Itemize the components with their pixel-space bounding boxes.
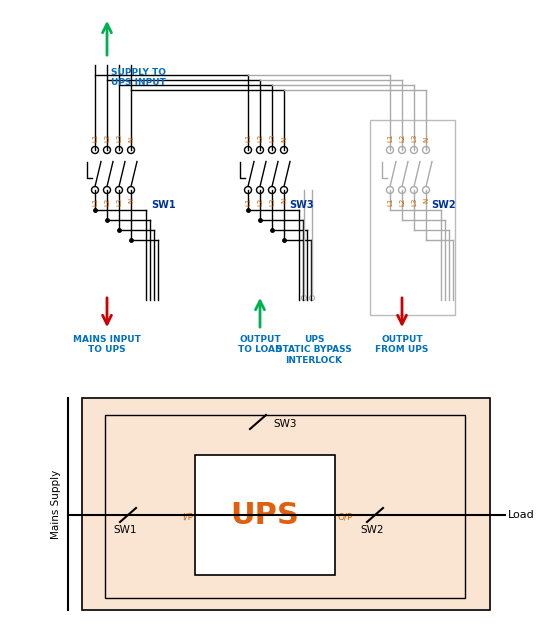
Bar — [105, 415, 465, 598]
Text: L3: L3 — [116, 198, 122, 207]
Text: L3: L3 — [269, 198, 275, 207]
Text: OUTPUT
FROM UPS: OUTPUT FROM UPS — [375, 335, 429, 355]
Text: OUTPUT
TO LOAD: OUTPUT TO LOAD — [238, 335, 282, 355]
Text: L3: L3 — [269, 133, 275, 142]
Bar — [195, 455, 335, 575]
Text: SW3: SW3 — [273, 419, 296, 429]
Text: L1: L1 — [245, 198, 251, 207]
Text: SW2: SW2 — [360, 525, 384, 535]
Text: L1: L1 — [387, 133, 393, 142]
Text: L2: L2 — [257, 134, 263, 142]
Text: Mains Supply: Mains Supply — [51, 470, 61, 538]
Text: L3: L3 — [411, 133, 417, 142]
Text: N: N — [423, 198, 429, 204]
Text: L1: L1 — [387, 198, 393, 207]
Text: L2: L2 — [257, 198, 263, 206]
Text: L2: L2 — [104, 198, 110, 206]
Text: N: N — [281, 137, 287, 142]
Text: L2: L2 — [104, 134, 110, 142]
Bar — [82, 398, 490, 610]
Text: N: N — [281, 198, 287, 204]
Text: SW1: SW1 — [113, 525, 137, 535]
Text: O/P: O/P — [337, 512, 352, 521]
Text: L2: L2 — [399, 134, 405, 142]
Text: N: N — [423, 137, 429, 142]
Text: SUPPLY TO
UPS INPUT: SUPPLY TO UPS INPUT — [111, 68, 166, 87]
Text: UPS: UPS — [231, 501, 299, 530]
Text: I/P: I/P — [182, 512, 193, 521]
Text: N: N — [128, 137, 134, 142]
Text: N: N — [128, 198, 134, 204]
Text: SW3: SW3 — [289, 200, 313, 210]
Text: L1: L1 — [245, 133, 251, 142]
Text: L2: L2 — [399, 198, 405, 206]
Text: L1: L1 — [92, 198, 98, 207]
Text: Load: Load — [508, 510, 535, 520]
Text: MAINS INPUT
TO UPS: MAINS INPUT TO UPS — [73, 335, 141, 355]
Text: L3: L3 — [116, 133, 122, 142]
Text: L1: L1 — [92, 133, 98, 142]
Bar — [370, 120, 455, 315]
Text: UPS
STATIC BYPASS
INTERLOCK: UPS STATIC BYPASS INTERLOCK — [276, 335, 352, 365]
Text: SW1: SW1 — [151, 200, 176, 210]
Text: L3: L3 — [411, 198, 417, 207]
Text: SW2: SW2 — [431, 200, 456, 210]
